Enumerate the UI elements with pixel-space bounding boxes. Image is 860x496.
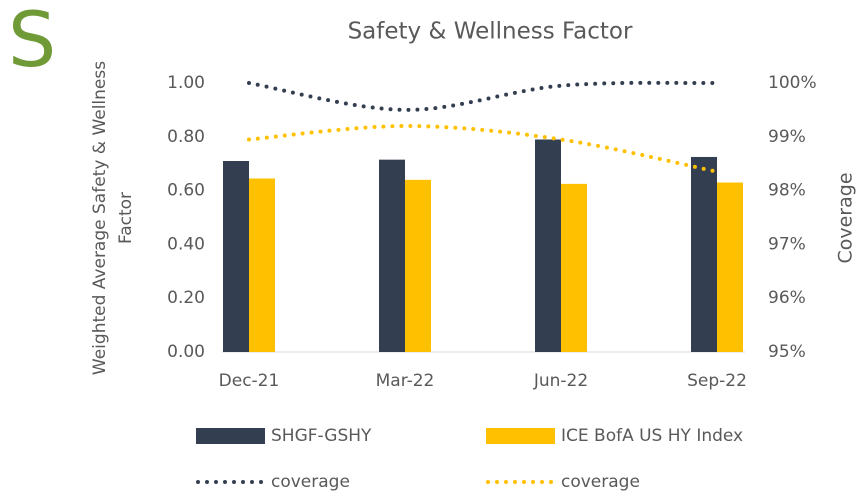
y2-tick-label: 99%	[768, 127, 806, 147]
bar	[717, 182, 743, 352]
legend-label: coverage	[561, 472, 640, 492]
x-tick-label: Dec-21	[219, 371, 280, 391]
y-tick-label: 0.80	[167, 127, 205, 147]
y-axis-title: Weighted Average Safety & Wellness	[90, 61, 110, 375]
y-tick-label: 0.40	[167, 234, 205, 254]
y2-tick-label: 98%	[768, 181, 806, 201]
bar	[379, 159, 405, 352]
legend-swatch	[486, 428, 555, 444]
y2-tick-label: 96%	[768, 288, 806, 308]
y2-tick-label: 95%	[768, 342, 806, 362]
legend-label: SHGF-GSHY	[271, 426, 372, 446]
y-tick-label: 0.60	[167, 181, 205, 201]
y-tick-label: 0.20	[167, 288, 205, 308]
legend-label: ICE BofA US HY Index	[561, 426, 743, 446]
coverage-line	[247, 80, 719, 112]
badge: S	[8, 0, 56, 84]
y2-tick-label: 97%	[768, 234, 806, 254]
y2-tick-label: 100%	[768, 73, 817, 93]
legend-swatch	[196, 428, 265, 444]
x-tick-label: Sep-22	[687, 371, 747, 391]
bar	[561, 183, 587, 352]
coverage-line	[247, 124, 719, 174]
x-tick-label: Jun-22	[533, 371, 588, 391]
bar	[535, 139, 561, 352]
x-tick-label: Mar-22	[376, 371, 435, 391]
y-axis-title: Factor	[116, 192, 136, 244]
bar	[405, 179, 431, 352]
bar	[223, 161, 249, 352]
y-tick-label: 0.00	[167, 342, 205, 362]
y-tick-label: 1.00	[167, 73, 205, 93]
bar	[249, 178, 275, 352]
chart-title: Safety & Wellness Factor	[348, 19, 633, 45]
y2-axis-title: Coverage	[835, 172, 857, 263]
legend-label: coverage	[271, 472, 350, 492]
bar	[691, 156, 717, 352]
